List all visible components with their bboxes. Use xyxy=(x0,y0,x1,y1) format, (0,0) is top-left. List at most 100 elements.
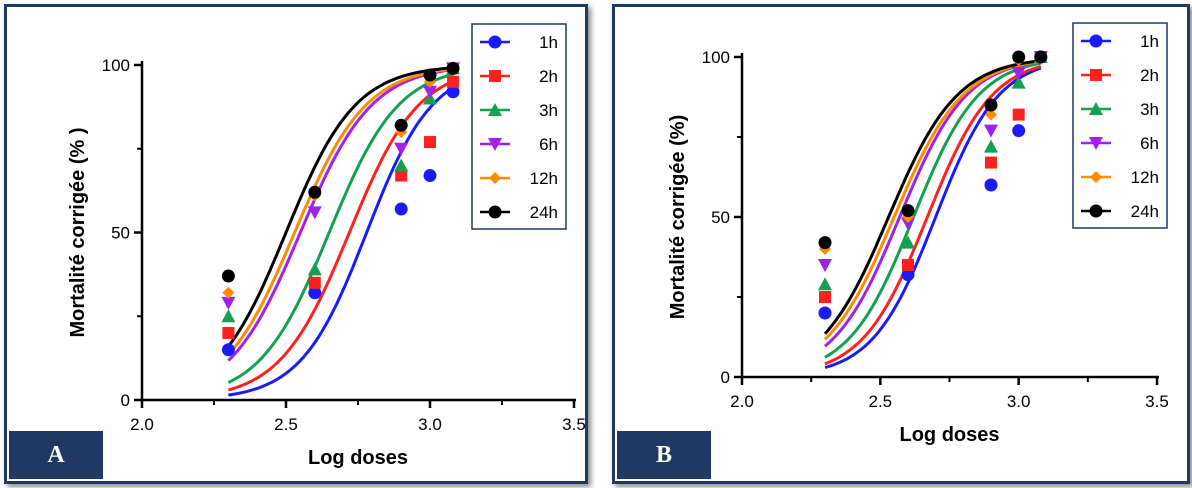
point-6h-3 xyxy=(1011,67,1026,80)
legend-marker-24h xyxy=(488,205,502,219)
y-tick-label: 100 xyxy=(102,56,130,75)
fit-curve-2h xyxy=(227,79,454,392)
x-tick-label: 2.5 xyxy=(869,392,893,411)
legend-marker-1h xyxy=(488,35,502,49)
series-12h xyxy=(222,62,460,299)
legend-box xyxy=(471,23,567,230)
legend-label-1h: 1h xyxy=(539,33,558,52)
y-axis-label: Mortalité corrigée (%) xyxy=(667,115,689,319)
legend-label-3h: 3h xyxy=(1140,100,1159,119)
panel-label-a: A xyxy=(9,431,103,479)
point-24h-3 xyxy=(423,68,437,82)
legend-label-6h: 6h xyxy=(1140,134,1159,153)
y-tick-label: 50 xyxy=(111,224,130,243)
point-1h-1 xyxy=(308,286,322,300)
point-2h-4 xyxy=(447,75,460,88)
series-2h xyxy=(819,51,1047,303)
legend-marker-3h xyxy=(1089,102,1103,115)
chart-panel-b: 2.0 2.5 3.0 3.5 0 50 100 Log doses Mortalité cor… xyxy=(612,4,1190,484)
point-3h-0 xyxy=(818,277,832,291)
panel-label-b: B xyxy=(617,431,711,479)
point-24h-1 xyxy=(901,204,915,218)
point-3h-2 xyxy=(984,139,998,153)
legend-label-12h: 12h xyxy=(1131,168,1159,187)
fit-curve-1h xyxy=(228,86,454,397)
y-axis-label: Mortalité corrigée (% ) xyxy=(67,127,89,337)
point-6h-1 xyxy=(307,206,322,220)
fit-curve-6h xyxy=(227,68,454,362)
series-1h xyxy=(818,50,1048,320)
point-1h-3 xyxy=(1012,124,1026,138)
y-tick-label: 0 xyxy=(121,391,130,410)
point-6h-1 xyxy=(901,217,915,231)
point-2h-1 xyxy=(902,259,914,271)
point-1h-2 xyxy=(984,178,998,192)
x-axis-label: Log doses xyxy=(308,447,408,469)
fit-curve-12h xyxy=(227,67,454,356)
point-24h-0 xyxy=(221,269,235,283)
fit-curve-3h xyxy=(824,61,1042,359)
legend-marker-2h xyxy=(489,70,501,82)
x-tick-label: 2.5 xyxy=(274,415,298,434)
x-tick-label: 2.0 xyxy=(130,415,154,434)
chart-a-svg: 2.0 2.5 3.0 3.5 0 50 100 Log doses Mortalité cor… xyxy=(67,23,585,469)
point-1h-4 xyxy=(446,85,460,99)
point-2h-3 xyxy=(1012,108,1025,121)
point-1h-0 xyxy=(818,306,832,320)
x-axis-label: Log doses xyxy=(899,424,999,446)
point-6h-3 xyxy=(423,85,437,99)
point-1h-1 xyxy=(901,268,915,282)
point-6h-2 xyxy=(394,142,409,156)
legend-marker-1h xyxy=(1089,34,1103,48)
x-tick-label: 3.0 xyxy=(1007,392,1031,411)
point-6h-0 xyxy=(818,259,832,272)
series-24h xyxy=(221,61,460,283)
chart-panel-a: 2.0 2.5 3.0 3.5 0 50 100 Log doses Mortalité cor… xyxy=(4,4,588,484)
point-24h-3 xyxy=(1012,50,1026,64)
point-12h-2 xyxy=(985,108,997,121)
legend-label-2h: 2h xyxy=(539,67,558,86)
legend-label-24h: 24h xyxy=(530,203,558,222)
point-3h-1 xyxy=(307,262,322,276)
legend: 1h 2h 3h 6h 12h 24h xyxy=(471,23,567,230)
legend-marker-24h xyxy=(1089,204,1103,218)
point-3h-3 xyxy=(1011,75,1026,89)
x-tick-label: 3.5 xyxy=(562,415,585,434)
legend-marker-2h xyxy=(1090,69,1102,81)
point-24h-2 xyxy=(984,98,998,112)
point-24h-0 xyxy=(818,236,832,250)
fit-curve-12h xyxy=(823,59,1042,341)
x-tick-label: 3.0 xyxy=(418,415,442,434)
point-24h-4 xyxy=(446,61,460,75)
fit-curve-3h xyxy=(227,72,454,384)
legend-label-1h: 1h xyxy=(1140,32,1159,51)
x-tick-label: 2.0 xyxy=(730,392,754,411)
point-6h-2 xyxy=(984,124,998,138)
legend-box xyxy=(1072,22,1168,229)
legend-marker-6h xyxy=(488,138,502,151)
series-24h xyxy=(818,50,1048,250)
legend: 1h 2h 3h 6h 12h 24h xyxy=(1072,22,1168,229)
point-2h-1 xyxy=(308,276,321,289)
point-2h-2 xyxy=(395,169,408,182)
legend-label-12h: 12h xyxy=(530,169,558,188)
point-24h-4 xyxy=(1034,50,1048,64)
fit-curve-24h xyxy=(823,59,1041,335)
point-12h-0 xyxy=(222,286,235,299)
point-2h-0 xyxy=(819,291,831,303)
legend-label-24h: 24h xyxy=(1131,202,1159,221)
fit-curve-24h xyxy=(227,66,454,348)
point-3h-2 xyxy=(394,158,409,172)
point-1h-0 xyxy=(221,343,235,357)
legend-label-2h: 2h xyxy=(1140,66,1159,85)
y-tick-label: 100 xyxy=(702,48,730,67)
series-2h xyxy=(222,75,460,339)
point-6h-0 xyxy=(221,296,236,310)
point-1h-2 xyxy=(394,202,408,216)
legend-marker-6h xyxy=(1089,137,1103,150)
legend-marker-3h xyxy=(488,103,502,116)
x-tick-label: 3.5 xyxy=(1145,392,1169,411)
chart-b-svg: 2.0 2.5 3.0 3.5 0 50 100 Log doses Mortalité cor… xyxy=(667,22,1169,446)
point-2h-3 xyxy=(424,136,436,149)
point-24h-1 xyxy=(308,185,322,199)
